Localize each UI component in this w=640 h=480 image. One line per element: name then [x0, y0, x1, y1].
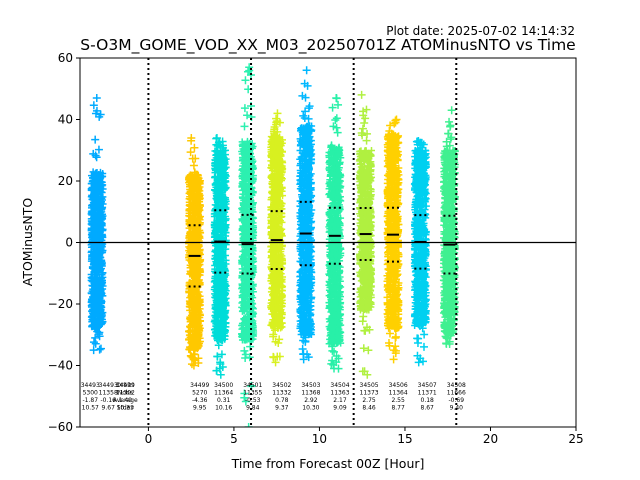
data-point — [87, 248, 95, 256]
data-point — [91, 339, 100, 348]
data-point — [93, 245, 101, 253]
data-point — [91, 135, 100, 144]
data-point — [93, 327, 102, 336]
scatter-group — [210, 133, 230, 379]
data-point — [90, 211, 98, 219]
scatter-group — [267, 109, 287, 367]
data-point — [302, 66, 311, 75]
data-point — [99, 193, 107, 201]
y-axis-label: ATOMinusNTO — [20, 198, 35, 287]
data-point — [98, 271, 106, 279]
data-point — [88, 240, 96, 248]
data-point — [96, 344, 105, 353]
data-point — [273, 109, 282, 118]
data-point — [243, 111, 252, 120]
data-point — [89, 101, 98, 110]
scatter-group — [238, 63, 258, 427]
data-point — [92, 191, 100, 199]
data-point — [98, 239, 106, 247]
data-point — [89, 296, 97, 304]
data-point — [89, 257, 97, 265]
data-point — [189, 161, 198, 170]
data-point — [186, 306, 194, 314]
data-point — [305, 102, 314, 111]
data-point — [87, 224, 95, 232]
data-point — [95, 218, 103, 226]
data-point — [98, 292, 106, 300]
data-point — [97, 286, 105, 294]
data-point — [96, 203, 104, 211]
data-point — [89, 346, 98, 355]
chart-title: S-O3M_GOME_VOD_XX_M03_20250701Z ATOMinus… — [80, 36, 575, 55]
data-point — [240, 122, 249, 131]
data-point — [96, 184, 104, 192]
data-point — [98, 316, 106, 324]
data-point — [94, 261, 102, 269]
data-point — [87, 215, 95, 223]
data-point — [95, 199, 103, 207]
data-point — [95, 112, 104, 121]
data-point — [94, 307, 102, 315]
data-point — [92, 93, 101, 102]
data-point — [89, 168, 97, 176]
data-point — [94, 249, 102, 257]
data-point — [89, 312, 97, 320]
data-point — [92, 106, 101, 115]
data-point — [87, 303, 95, 311]
data-layer — [87, 63, 459, 427]
data-point — [94, 145, 103, 154]
scatter-group — [185, 133, 205, 370]
scatter-group — [296, 66, 316, 364]
data-point — [89, 176, 97, 184]
data-point — [89, 226, 97, 234]
data-point — [93, 319, 101, 327]
data-point — [91, 151, 100, 160]
data-point — [95, 304, 103, 312]
x-axis-label: Time from Forecast 00Z [Hour] — [231, 456, 425, 471]
data-point — [89, 338, 98, 347]
data-point — [241, 76, 250, 85]
data-point — [93, 266, 101, 274]
data-point — [88, 318, 96, 326]
data-point — [216, 370, 225, 379]
data-point — [240, 346, 249, 355]
data-point — [89, 278, 97, 286]
data-point — [88, 274, 96, 282]
data-point — [190, 143, 199, 152]
data-point — [96, 213, 104, 221]
data-point — [88, 202, 96, 210]
data-point — [98, 260, 106, 268]
data-point — [92, 153, 101, 162]
data-point — [97, 178, 105, 186]
data-point — [99, 226, 107, 234]
plot-date: Plot date: 2025-07-02 14:14:32 — [386, 24, 575, 38]
data-point — [96, 172, 104, 180]
data-point — [88, 195, 96, 203]
data-point — [98, 194, 106, 202]
data-point — [93, 299, 101, 307]
scatter-group — [325, 93, 345, 373]
data-point — [92, 283, 100, 291]
scatter-group — [87, 93, 107, 355]
data-point — [90, 180, 98, 188]
data-point — [92, 232, 100, 240]
